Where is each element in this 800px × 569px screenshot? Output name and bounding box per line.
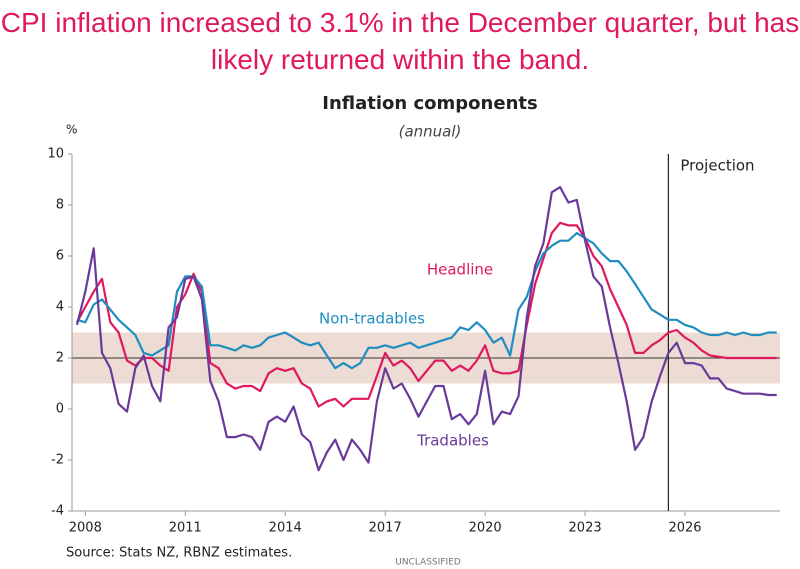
- source: Source: Stats NZ, RBNZ estimates.: [66, 546, 292, 561]
- y-tick-label: -2: [51, 453, 64, 468]
- x-tick-label: 2026: [668, 521, 701, 536]
- y-tick-label: 10: [47, 147, 64, 162]
- y-tick-label: 4: [56, 300, 64, 315]
- y-tick-label: -4: [51, 504, 64, 519]
- x-tick-label: 2020: [469, 521, 502, 536]
- classification: UNCLASSIFIED: [395, 558, 461, 568]
- series-label: Non-tradables: [319, 310, 425, 328]
- y-tick-label: 2: [56, 351, 64, 366]
- y-tick-label: 8: [56, 198, 64, 213]
- x-tick-label: 2008: [69, 521, 102, 536]
- y-tick-label: 6: [56, 249, 64, 264]
- y-unit: %: [66, 123, 77, 137]
- x-tick-label: 2023: [569, 521, 602, 536]
- x-tick-label: 2017: [369, 521, 402, 536]
- x-tick-label: 2014: [269, 521, 302, 536]
- series-label: Headline: [427, 261, 493, 279]
- projection-label: Projection: [680, 157, 754, 175]
- headline: CPI inflation increased to 3.1% in the D…: [0, 7, 800, 75]
- y-tick-label: 0: [56, 402, 64, 417]
- chart-title: Inflation components: [322, 93, 537, 114]
- chart-subtitle: (annual): [399, 123, 462, 141]
- series-line: [76, 221, 777, 408]
- series-label: Tradables: [416, 432, 489, 450]
- series-line: [75, 186, 777, 472]
- x-tick-label: 2011: [169, 521, 202, 536]
